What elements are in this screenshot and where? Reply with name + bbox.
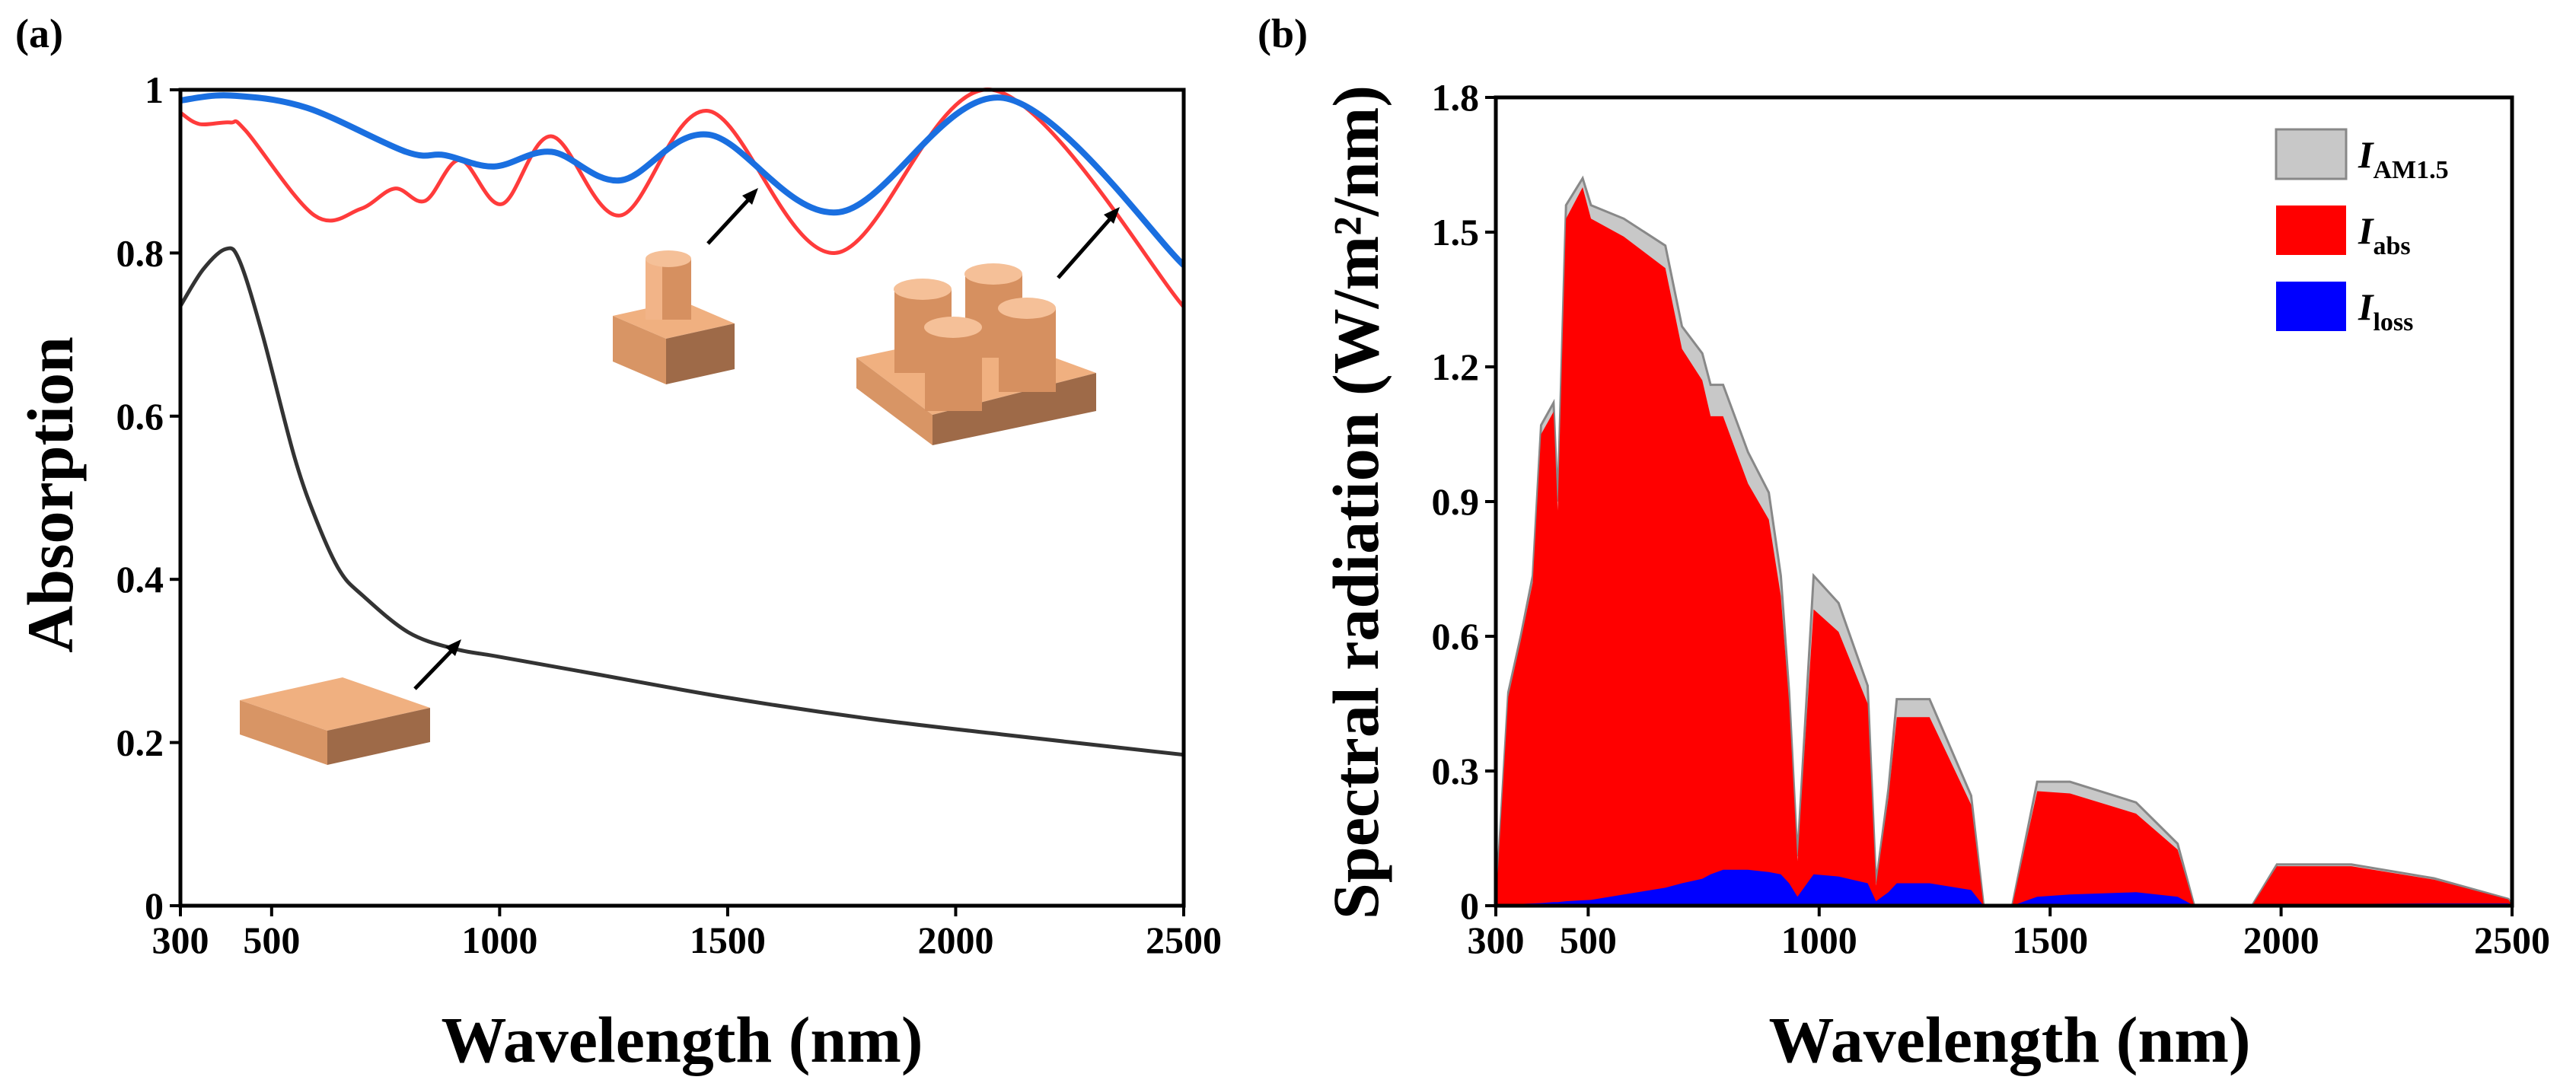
arrow-icon	[413, 639, 461, 690]
legend-label: Iabs	[2358, 209, 2411, 260]
legend-swatch-abs	[2276, 205, 2346, 255]
panel-a-axes: 300 500 1000 1500 2000 2500 0 0.2 0.4 0.6 0.8 1	[116, 68, 1223, 961]
legend-subscript: abs	[2373, 232, 2410, 260]
x-tick-label: 500	[1560, 919, 1617, 961]
x-tick-label: 2000	[2243, 919, 2319, 961]
single-pillar-inset-icon	[613, 250, 735, 384]
panel-b-y-axis-label: Spectral radiation (W/m²/nm)	[1319, 85, 1392, 919]
series-line-four-hollow-pillars	[180, 92, 1186, 268]
arrow-icon	[706, 188, 758, 245]
legend-swatch-loss	[2276, 282, 2346, 331]
legend-subscript: AM1.5	[2373, 156, 2448, 184]
panel-b-spectral-chart: (b) 300 500 1000 1500 2000 2500 0 0.3 0.6 0.9 1.2 1…	[1258, 11, 2550, 1076]
y-tick-label: 1.5	[1432, 211, 1480, 253]
x-tick-label: 500	[243, 919, 300, 961]
arrow-icon	[1057, 207, 1120, 279]
x-tick-label: 2500	[1146, 919, 1222, 961]
y-tick-label: 0	[145, 884, 164, 927]
x-tick-label: 2500	[2474, 919, 2550, 961]
panel-a-absorption-chart: (a) 300 500 1000 1500 2000 2500 0 0.2 0.4 0.6 0.8 1…	[14, 11, 1222, 1076]
four-pillar-inset-icon	[856, 263, 1096, 445]
y-tick-label: 0.9	[1432, 480, 1480, 523]
panel-a-y-axis-label: Absorption	[14, 336, 87, 653]
legend-swatch-am15	[2275, 128, 2348, 180]
legend-main: I	[2358, 209, 2374, 252]
y-tick-label: 1	[145, 68, 164, 111]
y-tick-label: 1.8	[1432, 76, 1480, 119]
area-loss	[1496, 869, 2512, 906]
legend-label: Iloss	[2358, 285, 2413, 336]
x-tick-label: 1500	[690, 919, 766, 961]
y-tick-label: 0	[1460, 884, 1479, 927]
x-tick-label: 1000	[461, 919, 537, 961]
legend-label: IAM1.5	[2358, 133, 2449, 184]
y-tick-label: 0.6	[116, 395, 164, 438]
legend-subscript: loss	[2373, 308, 2413, 336]
y-tick-label: 0.2	[116, 722, 164, 764]
series-line-single-pillar	[179, 88, 1185, 308]
x-tick-label: 300	[1468, 919, 1525, 961]
flat-film-inset-icon	[240, 677, 430, 765]
x-tick-label: 300	[152, 919, 209, 961]
x-tick-label: 1000	[1781, 919, 1857, 961]
plot-frame	[178, 88, 1186, 908]
panel-b-x-axis-label: Wavelength (nm)	[1768, 1003, 2250, 1076]
legend-main: I	[2358, 285, 2374, 328]
panel-a-label: (a)	[15, 11, 63, 56]
legend-main: I	[2358, 133, 2374, 176]
y-tick-label: 0.4	[116, 558, 164, 601]
y-tick-label: 1.2	[1432, 346, 1480, 388]
y-tick-label: 0.6	[1432, 615, 1480, 658]
panel-a-x-axis-label: Wavelength (nm)	[441, 1003, 923, 1076]
y-tick-label: 0.3	[1432, 750, 1480, 792]
x-tick-label: 1500	[2012, 919, 2088, 961]
x-tick-label: 2000	[917, 919, 993, 961]
panel-b-label: (b)	[1258, 11, 1308, 56]
panel-a-series	[178, 88, 1186, 757]
y-tick-label: 0.8	[116, 231, 164, 274]
panel-b-axes: 300 500 1000 1500 2000 2500 0 0.3 0.6 0.9 1.2 1.5 1.…	[1432, 76, 2551, 961]
area-abs	[1496, 187, 2512, 906]
series-line-flat-film	[178, 246, 1184, 757]
